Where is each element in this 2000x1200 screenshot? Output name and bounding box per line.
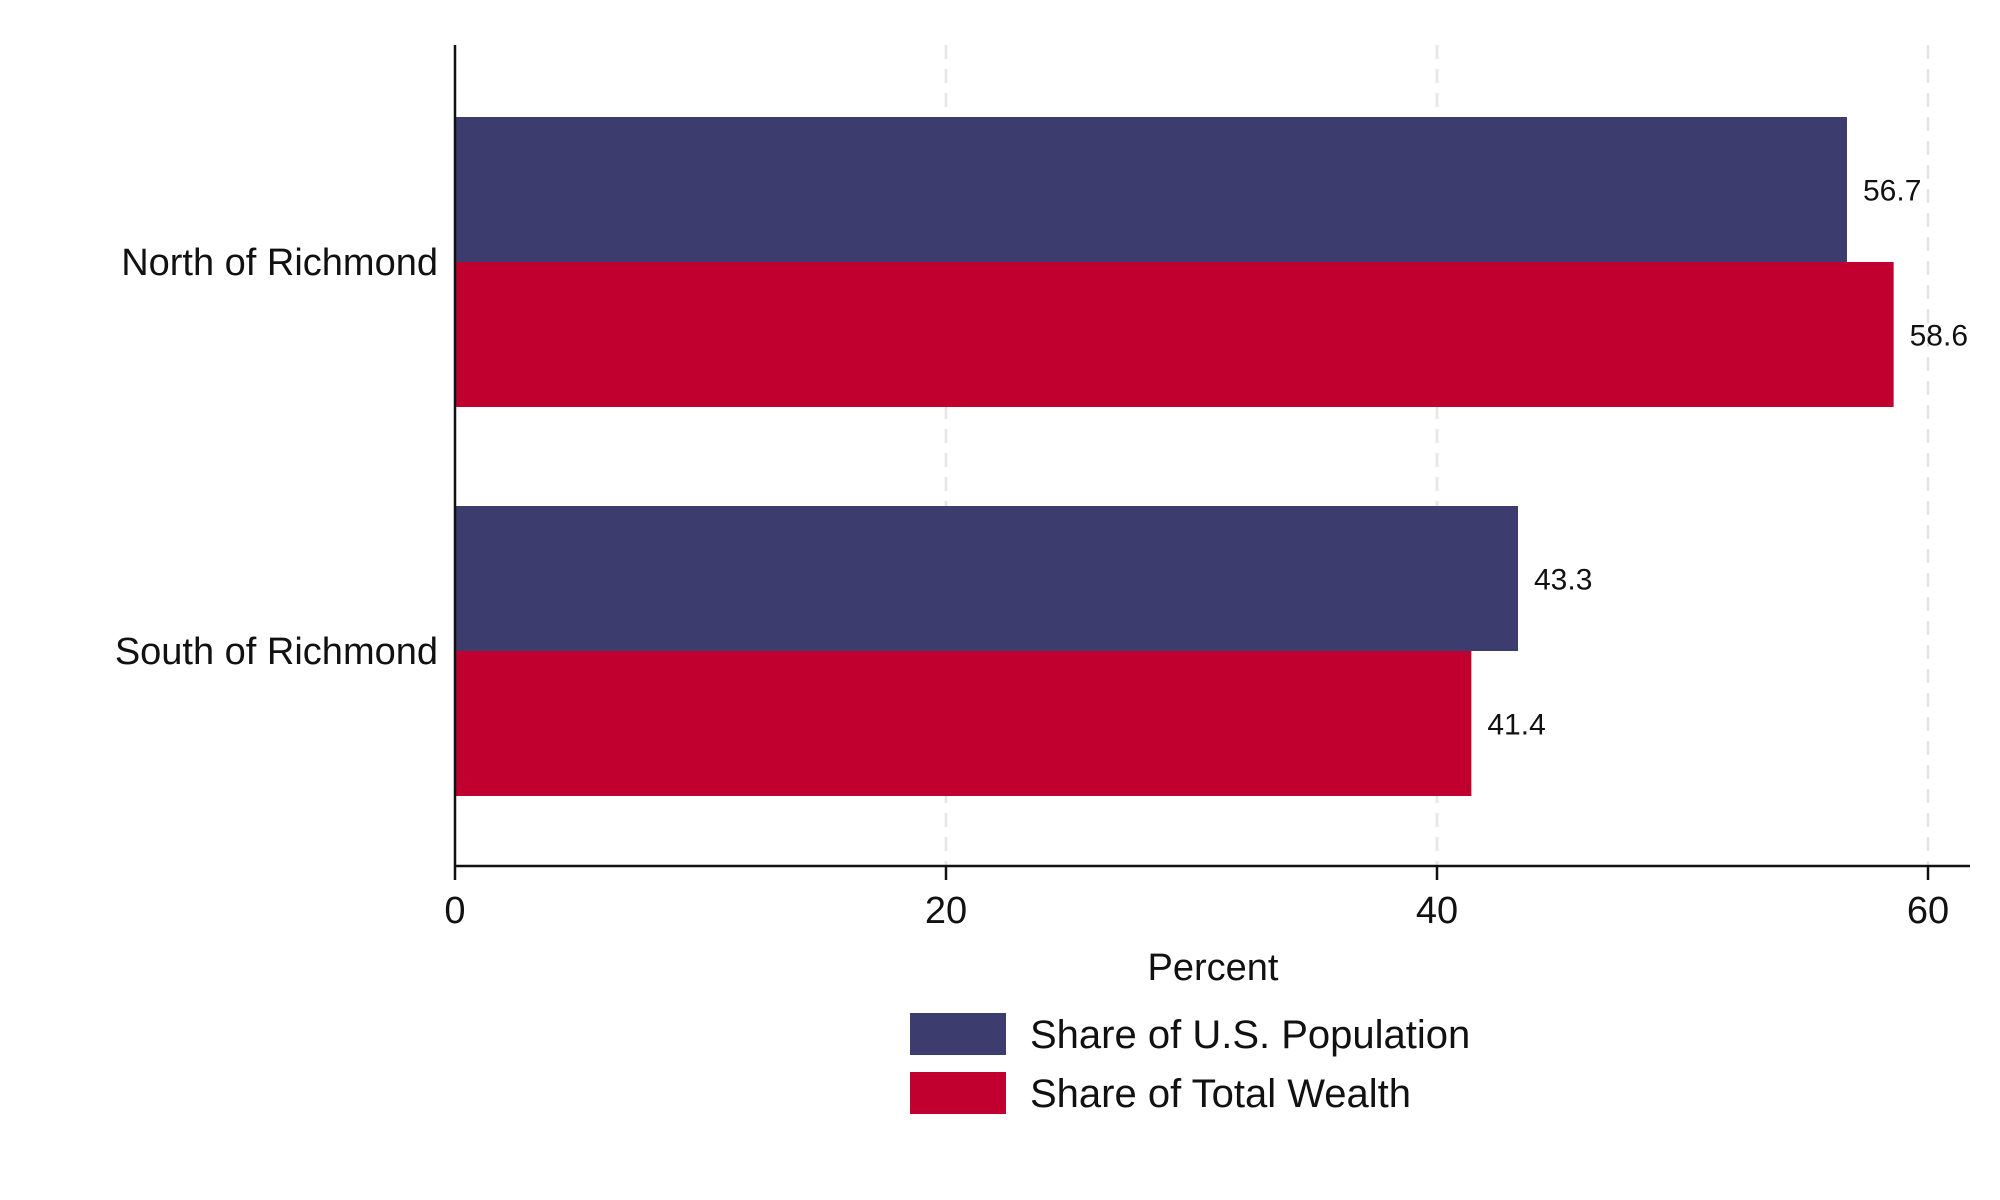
legend-label: Share of U.S. Population <box>1030 1013 1470 1057</box>
category-label: North of Richmond <box>121 242 438 284</box>
bar-value-label: 43.3 <box>1534 564 1592 597</box>
legend-label: Share of Total Wealth <box>1030 1072 1411 1116</box>
bar-value-label: 56.7 <box>1863 175 1921 208</box>
bar <box>455 117 1847 262</box>
x-tick-label: 60 <box>1907 890 1949 932</box>
bar-value-label: 58.6 <box>1910 320 1968 353</box>
bar-value-label: 41.4 <box>1487 709 1545 742</box>
legend-swatch <box>910 1072 1006 1114</box>
category-labels: North of Richmond South of Richmond <box>115 242 438 673</box>
x-tick-label: 40 <box>1416 890 1458 932</box>
legend: Share of U.S. Population Share of Total W… <box>910 1013 1470 1116</box>
x-tick-label: 20 <box>925 890 967 932</box>
bar <box>455 506 1519 651</box>
x-axis-title: Percent <box>1148 947 1279 989</box>
data-labels: 56.7 58.6 43.3 41.4 <box>1487 175 1968 742</box>
axes <box>453 45 1970 868</box>
bar <box>455 262 1894 407</box>
x-tick-label: 0 <box>444 890 465 932</box>
x-axis-ticks: 0 20 40 60 <box>444 866 1949 932</box>
category-label: South of Richmond <box>115 631 438 673</box>
bars <box>455 117 1894 796</box>
bar <box>455 651 1472 796</box>
legend-swatch <box>910 1013 1006 1055</box>
